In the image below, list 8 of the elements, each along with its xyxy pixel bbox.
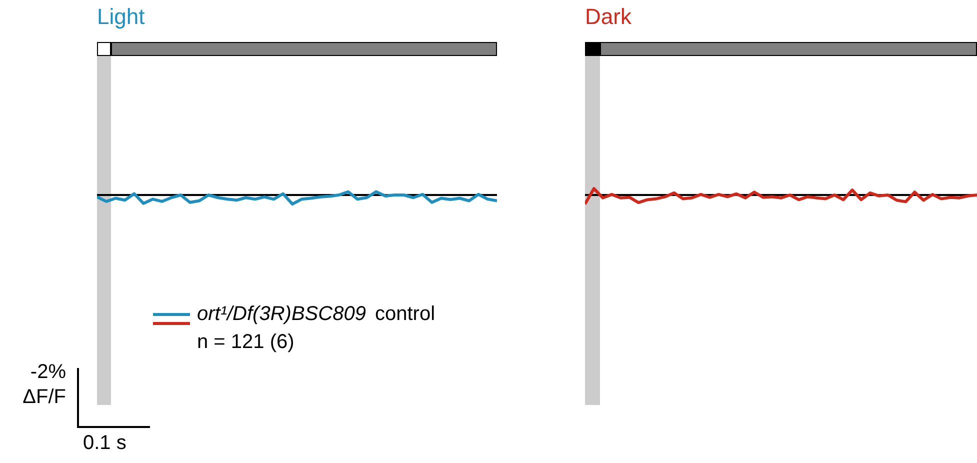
chart-title: Light [97,4,145,30]
text: -2% [30,361,66,384]
text: 0.1 s [83,432,126,455]
text: ΔF/F [22,386,66,409]
chart-title: Dark [585,4,632,30]
text: n = 121 (6) [197,331,294,354]
text: ort¹/Df(3R)BSC809 [197,303,366,326]
text: control [375,303,436,326]
